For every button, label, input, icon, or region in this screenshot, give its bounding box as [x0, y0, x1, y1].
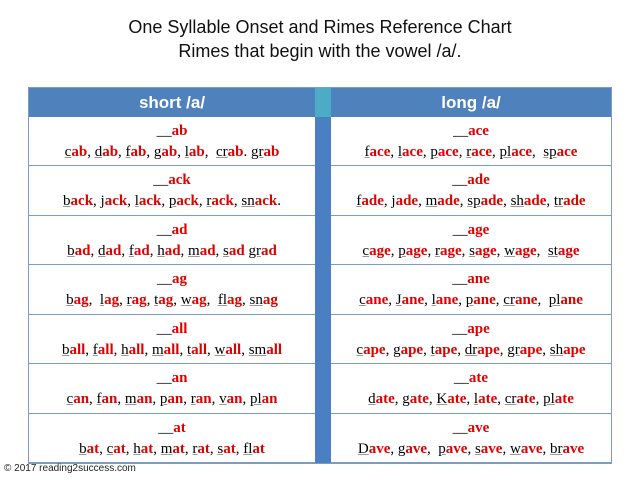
footer: © 2017 reading2success.com: [4, 463, 136, 474]
rime-heading: __ag: [157, 271, 187, 288]
table-cell: __ane cane, Jane, lane, pane, crane, plan…: [331, 265, 611, 315]
table-cell: __ack back, jack, lack, pack, rack, snack…: [29, 166, 315, 216]
rime-heading: __ade: [452, 172, 490, 189]
rime-heading: __age: [452, 221, 490, 238]
word-list: ball, fall, hall, mall, tall, wall, smal…: [61, 341, 283, 358]
table-cell: __ade fade, jade, made, spade, shade, tra…: [331, 166, 611, 216]
title-line: Rimes that begin with the vowel /a/.: [178, 41, 462, 61]
table-cell: __ape cape, gape, tape, drape, grape, sha…: [331, 315, 611, 365]
table-cell: __ace face, lace, pace, race, place, spac…: [331, 117, 611, 167]
table-cell: __at bat, cat, hat, mat, rat, sat, flat: [29, 414, 315, 463]
word-list: Dave, gave, pave, save, wave, brave: [357, 440, 585, 457]
rime-heading: __ad: [156, 221, 188, 238]
table-cell: __an can, fan, man, pan, ran, van, plan: [29, 364, 315, 414]
word-list: back, jack, lack, pack, rack, snack.: [63, 193, 281, 210]
rime-heading: __an: [156, 370, 188, 387]
table-cell: __age cage, page, rage, sage, wage, stage: [331, 216, 611, 266]
word-list: cage, page, rage, sage, wage, stage: [362, 242, 580, 259]
word-list: bat, cat, hat, mat, rat, sat, flat: [79, 440, 265, 457]
rime-heading: __ane: [452, 271, 490, 288]
rime-heading: __ack: [153, 172, 191, 189]
word-list: date, gate, Kate, late, crate, plate: [368, 391, 574, 408]
table-cell: __ab cab, dab, fab, gab, lab, crab. grab: [29, 117, 315, 167]
reference-table: short /a/ long /a/ __ab cab, dab, fab, ga…: [28, 87, 612, 464]
title-line: One Syllable Onset and Rimes Reference C…: [128, 17, 512, 37]
rime-heading: __ave: [452, 419, 490, 436]
rime-heading: __ape: [452, 320, 490, 337]
rime-heading: __all: [156, 320, 188, 337]
word-list: bag, lag, rag, tag, wag, flag, snag: [66, 292, 278, 309]
rime-heading: __ab: [156, 123, 188, 139]
table-cell: __all ball, fall, hall, mall, tall, wall,…: [29, 315, 315, 365]
divider-column: [315, 117, 331, 463]
table-cell: __ate date, gate, Kate, late, crate, plat…: [331, 364, 611, 414]
table-cell: __ad bad, dad, fad, had, mad, sad grad: [29, 216, 315, 266]
word-list: cab, dab, fab, gab, lab, crab. grab: [64, 144, 280, 160]
table-cell: __ag bag, lag, rag, tag, wag, flag, snag: [29, 265, 315, 315]
column-header: long /a/: [331, 88, 611, 117]
word-list: fade, jade, made, spade, shade, trade: [356, 193, 586, 210]
table-cell: __ave Dave, gave, pave, save, wave, brave: [331, 414, 611, 463]
word-list: bad, dad, fad, had, mad, sad grad: [67, 242, 277, 259]
word-list: face, lace, pace, race, place, space: [364, 144, 578, 160]
word-list: can, fan, man, pan, ran, van, plan: [66, 391, 278, 408]
word-list: cane, Jane, lane, pane, crane, plane: [359, 292, 583, 309]
rime-heading: __ate: [453, 370, 489, 387]
rime-heading: __ace: [453, 123, 489, 139]
word-list: cape, gape, tape, drape, grape, shape: [356, 341, 586, 358]
rime-heading: __at: [158, 419, 186, 436]
divider-header: [315, 88, 331, 117]
column-header: short /a/: [29, 88, 315, 117]
